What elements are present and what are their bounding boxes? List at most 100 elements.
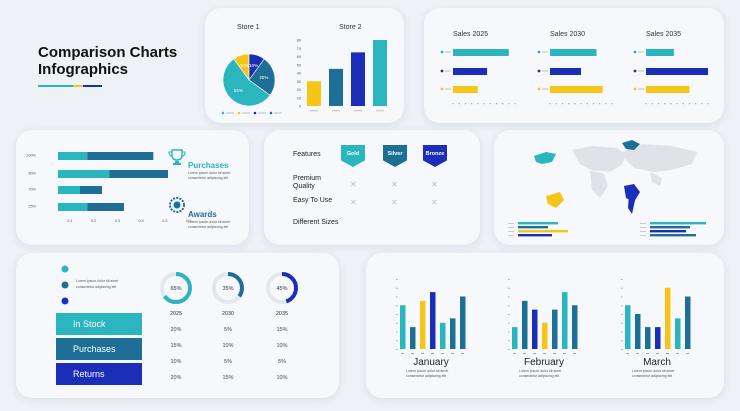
- page-title: Comparison Charts Infographics: [38, 44, 177, 78]
- y-tick-mark: [508, 331, 510, 333]
- sales-bar: [453, 86, 478, 93]
- sales-legend-dot: [633, 87, 637, 91]
- title-underline: [38, 85, 102, 87]
- cross-icon: ✕: [431, 180, 438, 189]
- year-label: 2035: [276, 311, 288, 317]
- sales-bar-charts: [440, 49, 709, 105]
- x-tick-label: 0.6: [186, 219, 191, 223]
- x-tick-mark: [568, 103, 570, 105]
- y-tick-mark: [621, 349, 623, 350]
- y-tick-mark: [621, 279, 623, 280]
- sales-title-2: Sales 2035: [646, 31, 682, 38]
- x-tick-mark: [533, 353, 536, 354]
- legend-text-1a: Lorem ipsum dolor sit amet: [76, 279, 119, 283]
- sales-bar: [646, 86, 690, 93]
- x-tick-mark: [586, 103, 588, 105]
- y-tick-mark: [396, 279, 398, 280]
- x-tick-mark: [431, 353, 434, 354]
- x-tick-mark: [561, 103, 564, 105]
- stacked-bar-segment: [87, 203, 124, 211]
- x-tick-mark: [657, 103, 660, 105]
- month-bar: [522, 300, 528, 349]
- stacked-hbar-chart: 100% 80% 70% 25% 0.1 0.2 0.3 0.4 0.5 0.6: [26, 152, 191, 223]
- x-tick-mark: [452, 103, 454, 105]
- returns-button[interactable]: Returns: [56, 363, 142, 385]
- map-legend-placeholder: [508, 235, 514, 236]
- sales-legend-dot: [537, 69, 541, 73]
- month-bar: [655, 327, 661, 349]
- y-tick-mark: [508, 322, 510, 324]
- pie-slice-label: 10%: [249, 63, 258, 68]
- sales-legend-dot: [537, 87, 541, 91]
- monthly-bar-charts: [396, 279, 691, 354]
- title-line-2: Infographics: [38, 61, 129, 78]
- y-tick-mark: [508, 296, 510, 298]
- awards-title: Awards: [188, 210, 217, 219]
- y-tick-label: 80%: [28, 172, 36, 176]
- y-tick-mark: [396, 287, 398, 289]
- sales-legend-dot: [633, 50, 637, 54]
- in-stock-button[interactable]: In Stock: [56, 313, 142, 335]
- x-tick-mark: [502, 103, 504, 105]
- y-tick-label: 80: [297, 39, 301, 43]
- x-tick-mark: [523, 353, 526, 354]
- y-tick-label: 40: [297, 72, 301, 76]
- map-legend-placeholder: [508, 231, 514, 232]
- pie-legend-placeholder: [258, 112, 266, 114]
- x-tick-mark: [599, 103, 601, 105]
- table-cell: 5%: [224, 327, 232, 333]
- purchases-button[interactable]: Purchases: [56, 338, 142, 360]
- x-tick-mark: [508, 103, 510, 105]
- month-desc: Lorem ipsum dolor sit amet: [632, 369, 675, 373]
- badge-silver: Silver: [383, 145, 407, 167]
- sales-legend-dot: [440, 50, 444, 54]
- sales-bar: [646, 49, 674, 56]
- purchases-desc-1: Lorem ipsum dolor sit amet: [188, 171, 231, 175]
- month-bar: [430, 292, 436, 349]
- pie-slice-label: 10%: [240, 63, 249, 68]
- y-tick-label: 70: [297, 47, 301, 51]
- x-tick-mark: [421, 353, 424, 354]
- y-tick-label: 50: [297, 63, 301, 67]
- x-tick-mark: [514, 103, 516, 105]
- y-tick-mark: [396, 314, 398, 315]
- table-cell: 10%: [170, 359, 181, 365]
- x-tick-mark: [553, 353, 556, 354]
- y-tick-mark: [396, 331, 398, 333]
- x-tick-mark: [707, 103, 709, 105]
- month-bar: [460, 296, 466, 349]
- sales-legend-placeholder: [542, 88, 548, 90]
- feature-row-sizes: Different Sizes: [293, 219, 339, 226]
- x-tick-mark: [495, 103, 498, 105]
- sales-legend-dot: [440, 69, 444, 73]
- sales-bar: [550, 68, 581, 75]
- sales-title-0: Sales 2025: [453, 31, 489, 38]
- sales-card: Sales 2025 Sales 2030 Sales 2035: [424, 8, 724, 123]
- stacked-bar-segment: [58, 203, 88, 211]
- x-tick-mark: [605, 103, 607, 105]
- pie-slice-label: 55%: [234, 88, 243, 93]
- y-tick-mark: [396, 349, 398, 350]
- x-tick-mark: [574, 103, 576, 105]
- sales-legend-placeholder: [542, 51, 548, 53]
- badge-bronze: Bronze: [423, 145, 447, 167]
- x-tick-mark: [592, 103, 595, 105]
- pie-slice: [222, 58, 271, 107]
- month-desc: consectetur adipiscing elit: [632, 374, 673, 378]
- x-tick-placeholder: [310, 110, 318, 112]
- sales-legend-dot: [537, 50, 541, 54]
- month-bar: [645, 327, 651, 349]
- cross-icon: ✕: [350, 198, 357, 207]
- stock-card: Lorem ipsum dolor sit amet consectetur a…: [16, 253, 339, 398]
- y-tick-label: 20: [297, 88, 301, 92]
- x-tick-placeholder: [332, 110, 340, 112]
- x-tick-mark: [611, 103, 613, 105]
- y-tick-label: 60: [297, 55, 301, 59]
- sales-bar: [550, 49, 597, 56]
- store2-bar: [351, 52, 365, 106]
- pie-legend-placeholder: [242, 112, 250, 114]
- y-tick-label: 10: [297, 96, 301, 100]
- awards-desc-2: consectetur adipiscing elit: [188, 225, 229, 229]
- donut-arc: [212, 272, 244, 304]
- x-tick-placeholder: [376, 110, 384, 112]
